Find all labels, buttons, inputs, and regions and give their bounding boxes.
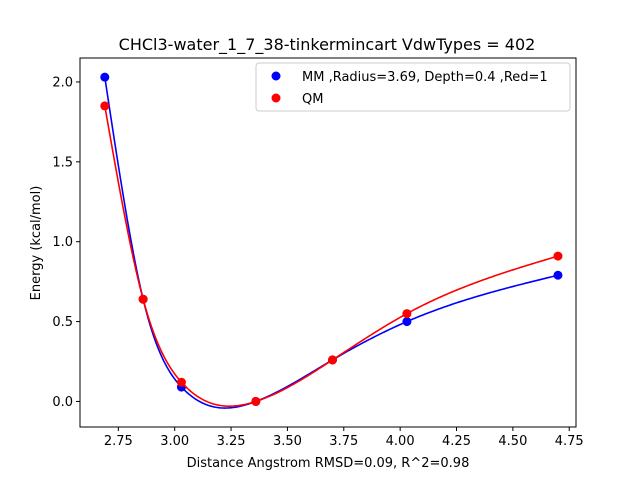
x-tick-label: 4.50 xyxy=(498,434,527,449)
data-point xyxy=(553,251,563,261)
x-axis-title: Distance Angstrom RMSD=0.09, R^2=0.98 xyxy=(187,456,470,471)
x-tick-label: 4.00 xyxy=(386,434,415,449)
x-axis: 2.75 3.00 3.25 3.50 3.75 4.00 4.25 4.50 4.75 xyxy=(104,427,584,449)
data-point xyxy=(176,377,186,387)
y-tick-label: 1.5 xyxy=(52,155,73,170)
x-tick-label: 3.25 xyxy=(217,434,246,449)
y-tick-label: 0.5 xyxy=(52,315,73,330)
legend-label-mm: MM ,Radius=3.69, Depth=0.4 ,Red=1 xyxy=(302,70,548,85)
legend: MM ,Radius=3.69, Depth=0.4 ,Red=1 QM xyxy=(255,62,571,112)
data-point xyxy=(251,396,261,406)
data-point xyxy=(553,270,563,280)
y-tick-label: 2.0 xyxy=(52,75,73,90)
data-point xyxy=(328,355,338,365)
x-tick-label: 3.00 xyxy=(160,434,189,449)
y-tick-label: 1.0 xyxy=(52,235,73,250)
x-tick-label: 2.75 xyxy=(104,434,133,449)
data-point xyxy=(100,101,110,111)
data-point xyxy=(138,294,148,304)
data-point xyxy=(100,72,110,82)
chart-title: CHCl3-water_1_7_38-tinkermincart VdwType… xyxy=(119,35,536,55)
plot-area xyxy=(100,72,563,409)
x-tick-label: 3.75 xyxy=(329,434,358,449)
legend-marker-mm xyxy=(271,71,281,81)
x-tick-label: 3.50 xyxy=(273,434,302,449)
data-point xyxy=(402,309,412,319)
axes-frame xyxy=(79,57,577,428)
x-tick-label: 4.25 xyxy=(442,434,471,449)
x-tick-label: 4.75 xyxy=(555,434,584,449)
y-tick-label: 0.0 xyxy=(52,395,73,410)
legend-marker-qm xyxy=(271,93,281,103)
legend-frame xyxy=(255,62,571,112)
data-point xyxy=(402,317,412,327)
y-axis-title: Energy (kcal/mol) xyxy=(29,186,44,301)
legend-label-qm: QM xyxy=(302,92,323,107)
y-axis: 0.0 0.5 1.0 1.5 2.0 xyxy=(52,75,80,410)
